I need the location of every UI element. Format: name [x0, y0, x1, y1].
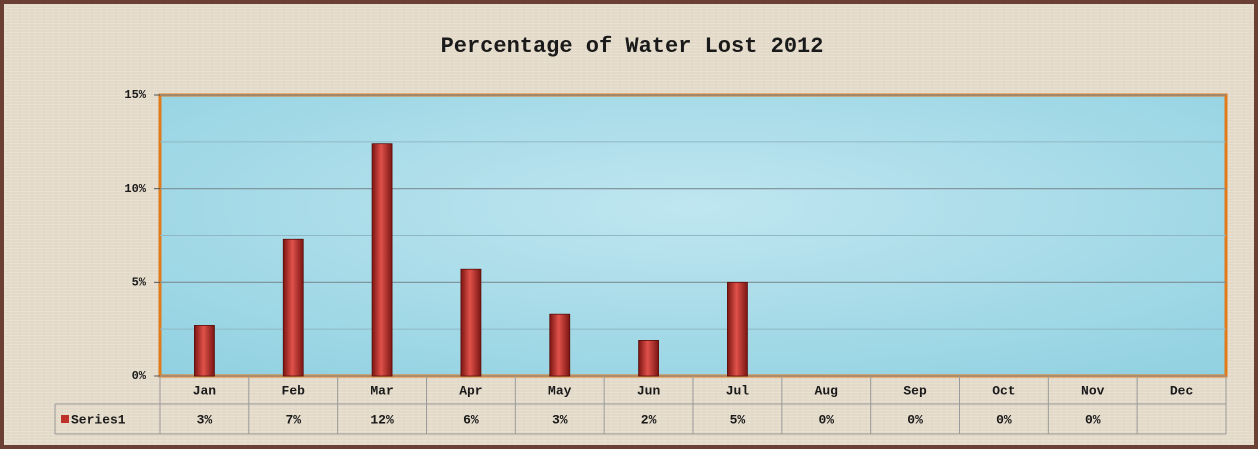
x-tick-label: Sep [903, 383, 927, 398]
bar [372, 144, 392, 376]
data-table-value: 12% [370, 412, 394, 427]
bar [639, 340, 659, 376]
data-table-value: 7% [285, 412, 301, 427]
y-tick-label: 5% [132, 276, 147, 290]
x-tick-label: Jun [637, 383, 661, 398]
y-tick-label: 0% [132, 369, 147, 383]
bar [727, 282, 747, 376]
bar [550, 314, 570, 376]
legend-marker [61, 415, 69, 423]
x-tick-label: Feb [282, 383, 306, 398]
data-table-value: 6% [463, 412, 479, 427]
x-tick-label: Apr [459, 383, 482, 398]
data-table-value: 0% [1085, 412, 1101, 427]
y-tick-label: 10% [124, 182, 146, 196]
x-tick-label: May [548, 383, 572, 398]
bar [461, 269, 481, 376]
data-table-value: 2% [641, 412, 657, 427]
x-tick-label: Oct [992, 383, 1015, 398]
page: {"chart_data": { "type": "bar", "title":… [0, 0, 1258, 454]
y-tick-label: 15% [124, 88, 146, 102]
data-table-value: 3% [197, 412, 213, 427]
x-tick-label: Nov [1081, 383, 1105, 398]
x-tick-label: Jan [193, 383, 217, 398]
x-tick-label: Jul [726, 383, 750, 398]
x-tick-label: Mar [370, 383, 393, 398]
chart: Percentage of Water Lost 2012 0% 5% 10% 15%… [0, 0, 1258, 449]
data-table-value: 0% [907, 412, 923, 427]
data-table-value: 0% [818, 412, 834, 427]
bar [283, 239, 303, 376]
data-table-value: 5% [730, 412, 746, 427]
legend-label: Series1 [71, 412, 126, 427]
data-table-value: 0% [996, 412, 1012, 427]
data-table-value: 3% [552, 412, 568, 427]
x-tick-label: Dec [1170, 383, 1194, 398]
bar [194, 325, 214, 376]
chart-title: Percentage of Water Lost 2012 [441, 34, 824, 59]
x-tick-label: Aug [815, 383, 839, 398]
